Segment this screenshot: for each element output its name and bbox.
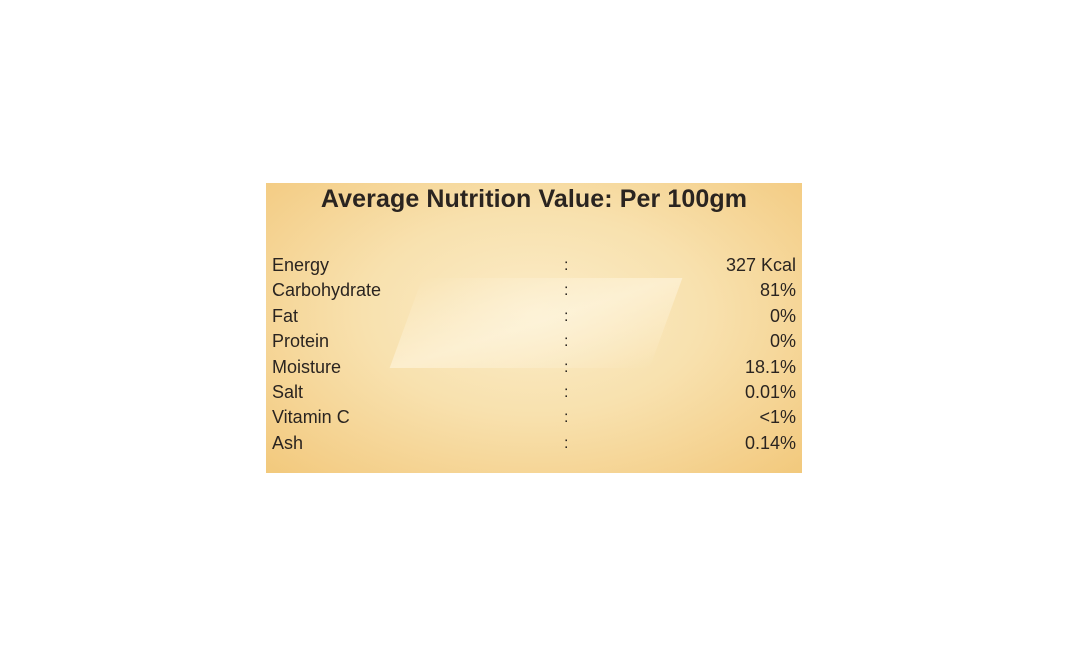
nutrient-value: 0% bbox=[769, 331, 796, 352]
nutrient-value: 327 Kcal bbox=[725, 255, 796, 275]
nutrient-value: 0.01% bbox=[744, 381, 796, 402]
nutrition-label-panel: Average Nutrition Value: Per 100gm Energ… bbox=[266, 183, 802, 473]
nutrient-value: 0% bbox=[769, 305, 796, 326]
nutrition-row-ash: Ash : 0.14% bbox=[272, 433, 796, 458]
nutrient-name: Protein bbox=[272, 331, 330, 352]
nutrient-name: Energy bbox=[272, 255, 330, 275]
nutrition-row-protein: Protein : 0% bbox=[272, 331, 796, 356]
nutrition-table: Energy : 327 Kcal Carbohydrate : 81% Fat… bbox=[272, 255, 796, 458]
nutrient-name: Vitamin C bbox=[272, 407, 350, 428]
nutrient-value: <1% bbox=[759, 407, 796, 428]
nutrient-name: Carbohydrate bbox=[272, 280, 382, 301]
nutrient-name: Salt bbox=[272, 381, 304, 402]
row-separator: : bbox=[564, 333, 569, 351]
row-separator: : bbox=[564, 434, 569, 452]
nutrition-row-carbohydrate: Carbohydrate : 81% bbox=[272, 280, 796, 305]
nutrition-row-salt: Salt : 0.01% bbox=[272, 382, 796, 407]
nutrient-value: 18.1% bbox=[744, 356, 796, 377]
row-separator: : bbox=[564, 409, 569, 427]
nutrient-value: 81% bbox=[759, 280, 796, 301]
nutrient-name: Ash bbox=[272, 432, 304, 453]
row-separator: : bbox=[564, 282, 569, 300]
nutrition-title: Average Nutrition Value: Per 100gm bbox=[320, 185, 748, 213]
nutrient-name: Fat bbox=[272, 305, 299, 326]
nutrition-row-fat: Fat : 0% bbox=[272, 306, 796, 331]
nutrient-name: Moisture bbox=[272, 356, 342, 377]
row-separator: : bbox=[564, 307, 569, 325]
nutrition-row-energy: Energy : 327 Kcal bbox=[272, 255, 796, 280]
row-separator: : bbox=[564, 358, 569, 376]
nutrition-row-moisture: Moisture : 18.1% bbox=[272, 357, 796, 382]
nutrition-row-vitamin-c: Vitamin C : <1% bbox=[272, 407, 796, 432]
row-separator: : bbox=[564, 383, 569, 401]
nutrient-value: 0.14% bbox=[744, 432, 796, 453]
row-separator: : bbox=[564, 257, 569, 274]
